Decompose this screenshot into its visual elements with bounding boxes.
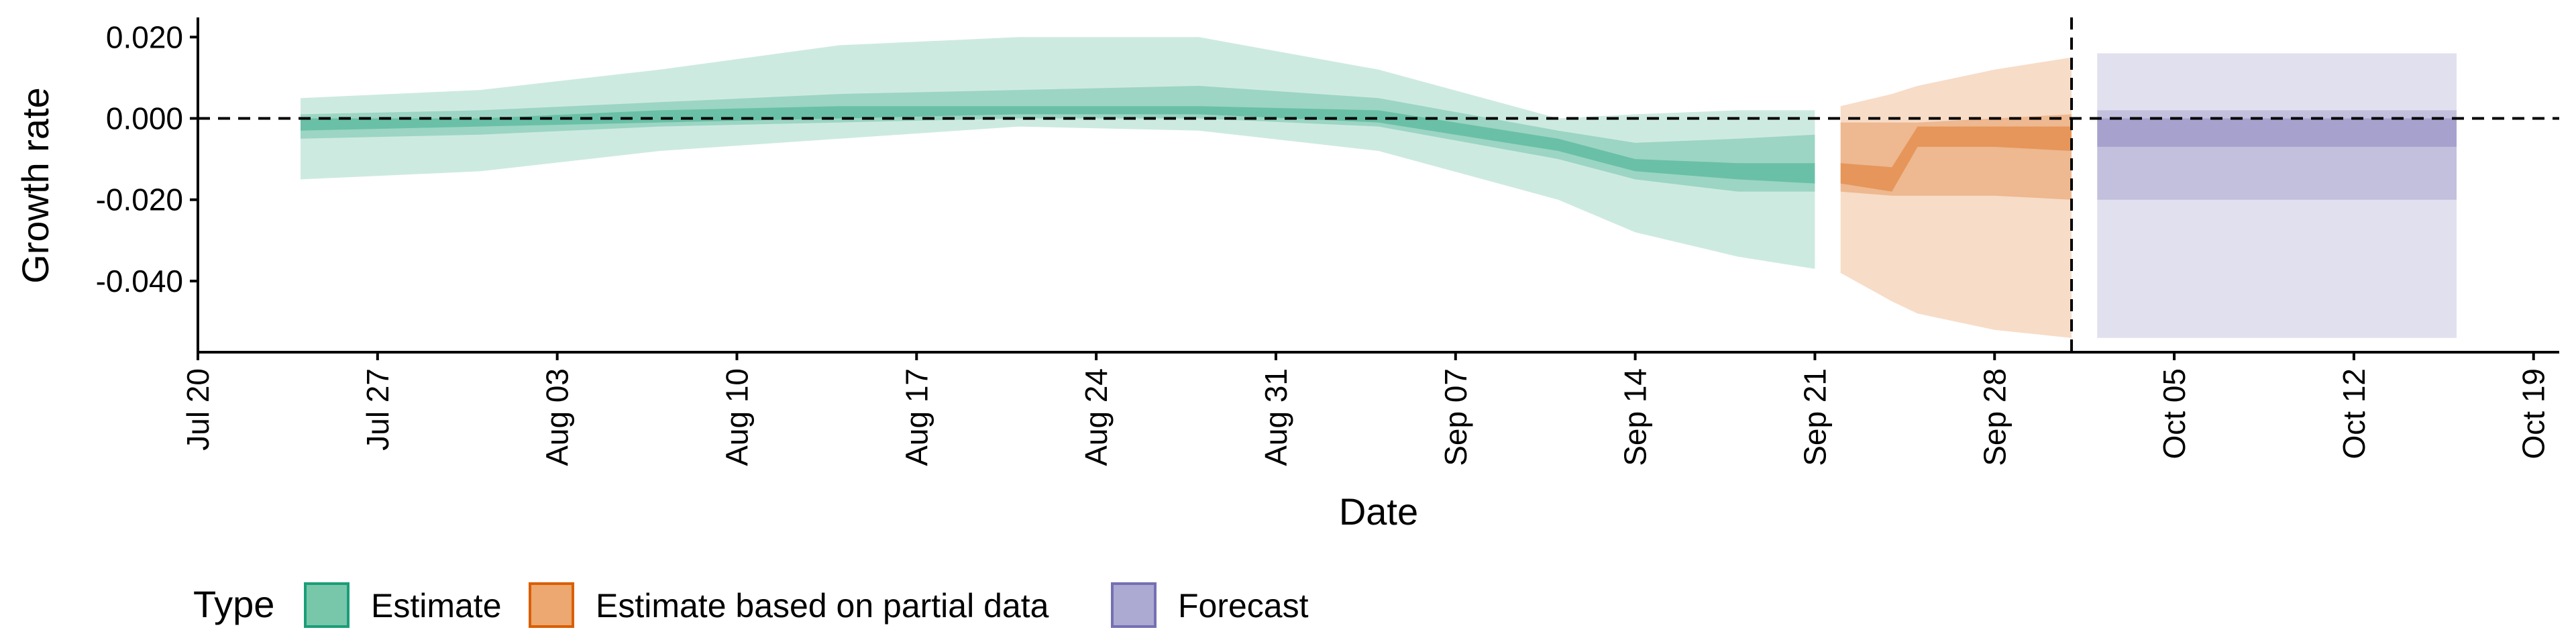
x-tick-label: Oct 12 (2337, 368, 2371, 460)
ribbon-estimate-based-on-partial-data-20 (1840, 126, 2072, 192)
x-tick-label: Aug 03 (540, 368, 575, 466)
x-tick-label: Sep 07 (1438, 368, 1473, 466)
x-tick-label: Sep 14 (1618, 368, 1653, 466)
y-tick-label: 0.000 (106, 101, 183, 136)
ribbon-estimate-50 (301, 86, 1815, 192)
legend-key-forecast (1111, 582, 1157, 628)
legend-label: Estimate based on partial data (596, 587, 1049, 625)
legend-key-estimate (304, 582, 350, 628)
x-tick-label: Jul 20 (180, 368, 215, 451)
legend-key-estimate-based-on-partial-data (529, 582, 574, 628)
axes: 0.020 0.000 -0.020 -0.040 Jul 20 Jul 27 Aug 03… (96, 17, 2559, 466)
x-tick-label: Oct 19 (2516, 368, 2551, 460)
ribbon-estimate-based-on-partial-data-50 (1840, 114, 2072, 200)
x-tick-label: Sep 21 (1797, 368, 1832, 466)
x-tick-label: Sep 28 (1977, 368, 2012, 466)
y-tick-label: -0.040 (96, 264, 183, 299)
y-tick-label: 0.020 (106, 19, 183, 54)
legend: Type Estimate Estimate based on partial da… (193, 582, 1309, 628)
ribbon-estimate-based-on-partial-data-90 (1840, 57, 2072, 338)
legend-title: Type (193, 583, 274, 625)
x-tick-label: Aug 24 (1079, 368, 1114, 466)
x-tick-label: Aug 17 (899, 368, 934, 466)
legend-label: Forecast (1178, 587, 1309, 625)
x-axis-title: Date (1339, 490, 1418, 533)
ribbon-forecast-20 (2097, 118, 2457, 147)
x-tick-label: Jul 27 (360, 368, 395, 451)
x-tick-label: Aug 10 (719, 368, 754, 466)
ribbon-estimate-20 (301, 106, 1815, 184)
y-tick-label: -0.020 (96, 182, 183, 217)
reference-lines (198, 17, 2559, 352)
ribbon-forecast-90 (2097, 53, 2457, 338)
legend-label: Estimate (371, 587, 502, 625)
x-tick-label: Oct 05 (2157, 368, 2192, 460)
y-axis-title: Growth rate (14, 87, 56, 284)
ribbon-forecast-50 (2097, 110, 2457, 200)
ribbon-estimate-90 (301, 37, 1815, 269)
x-tick-label: Aug 31 (1258, 368, 1293, 466)
ribbon-layer (301, 37, 2457, 338)
